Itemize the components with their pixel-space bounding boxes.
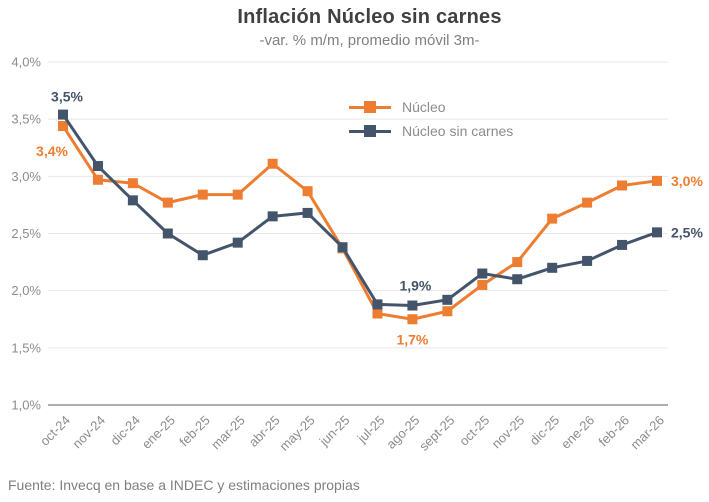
legend-square-icon xyxy=(364,125,376,137)
series-1-marker xyxy=(547,262,558,273)
x-tick-label: oct-24 xyxy=(37,413,73,449)
data-label: 3,0% xyxy=(671,173,703,189)
legend-item-nucleo-sin-carnes: Núcleo sin carnes xyxy=(349,119,513,143)
x-tick-label: nov-25 xyxy=(489,413,528,452)
series-0-marker xyxy=(582,197,593,208)
series-0-marker xyxy=(162,197,173,208)
legend-line-square-icon xyxy=(349,101,391,113)
series-0-marker xyxy=(58,121,68,132)
series-line-1 xyxy=(61,113,658,308)
series-0-marker xyxy=(512,257,523,268)
series-0-marker xyxy=(372,308,383,319)
y-tick-label: 3,5% xyxy=(11,112,41,127)
y-tick-label: 1,0% xyxy=(11,398,41,413)
chart-title: Inflación Núcleo sin carnes xyxy=(237,6,502,28)
legend-label-nucleo: Núcleo xyxy=(402,99,446,115)
series-0-marker xyxy=(127,178,138,189)
series-1-marker xyxy=(337,242,348,253)
chart-subtitle: -var. % m/m, promedio móvil 3m- xyxy=(259,32,480,49)
series-0-marker xyxy=(92,174,103,185)
legend-line-square-icon xyxy=(349,125,391,137)
x-tick-label: jun-25 xyxy=(316,413,353,450)
x-tick-label: mar-25 xyxy=(208,413,248,453)
series-1-marker xyxy=(407,300,418,311)
x-tick-label: mar-26 xyxy=(627,413,667,453)
x-tick-label: feb-26 xyxy=(595,413,632,450)
x-tick-label: ene-26 xyxy=(558,413,597,452)
x-tick-label: dic-24 xyxy=(107,413,143,449)
series-0-marker xyxy=(267,158,278,169)
data-label: 3,4% xyxy=(36,143,68,159)
series-line-0 xyxy=(61,125,658,321)
series-1-marker xyxy=(372,299,383,310)
series-0-marker xyxy=(302,186,313,197)
data-label: 1,9% xyxy=(399,278,431,294)
series-1-marker xyxy=(58,109,68,120)
y-tick-label: 2,5% xyxy=(11,226,41,241)
series-0-marker xyxy=(652,175,662,186)
series-1-marker xyxy=(512,274,523,285)
legend-label-nucleo-sin-carnes: Núcleo sin carnes xyxy=(402,123,514,139)
series-1-marker xyxy=(582,255,593,266)
series-0-marker xyxy=(407,314,418,325)
y-tick-label: 2,0% xyxy=(11,283,41,298)
series-1-marker xyxy=(302,207,313,218)
series-0-marker xyxy=(617,180,628,191)
series-1-marker xyxy=(477,268,488,279)
y-tick-label: 3,0% xyxy=(11,169,41,184)
series-0-marker xyxy=(197,189,208,200)
y-tick-label: 4,0% xyxy=(11,55,41,70)
data-label: 2,5% xyxy=(671,224,703,240)
x-tick-label: feb-25 xyxy=(176,413,213,450)
series-1-marker xyxy=(652,227,662,238)
data-label: 1,7% xyxy=(396,331,428,347)
x-tick-label: nov-24 xyxy=(69,413,108,452)
series-1-marker xyxy=(127,195,138,206)
x-tick-label: ene-25 xyxy=(139,413,178,452)
legend-item-nucleo: Núcleo xyxy=(349,95,513,119)
series-1-marker xyxy=(267,211,278,222)
series-1-marker xyxy=(92,161,103,172)
series-1-marker xyxy=(617,239,628,250)
chart-legend: Núcleo Núcleo sin carnes xyxy=(349,95,513,143)
series-0-marker xyxy=(442,306,453,317)
series-0-marker xyxy=(547,213,558,224)
legend-square-icon xyxy=(364,101,376,113)
series-0-marker xyxy=(232,189,243,200)
y-tick-label: 1,5% xyxy=(11,340,41,355)
series-1-marker xyxy=(442,294,453,305)
series-1-marker xyxy=(162,228,173,239)
data-label: 3,5% xyxy=(51,89,83,105)
x-tick-label: oct-25 xyxy=(456,413,492,449)
x-tick-label: may-25 xyxy=(276,413,317,454)
series-1-marker xyxy=(232,237,243,248)
series-1-marker xyxy=(197,250,208,261)
series-0-marker xyxy=(477,279,488,290)
x-tick-label: sept-25 xyxy=(416,413,457,454)
source-note: Fuente: Invecq en base a INDEC y estimac… xyxy=(8,477,360,493)
x-tick-label: dic-25 xyxy=(527,413,563,449)
x-tick-label: ago-25 xyxy=(383,413,422,452)
